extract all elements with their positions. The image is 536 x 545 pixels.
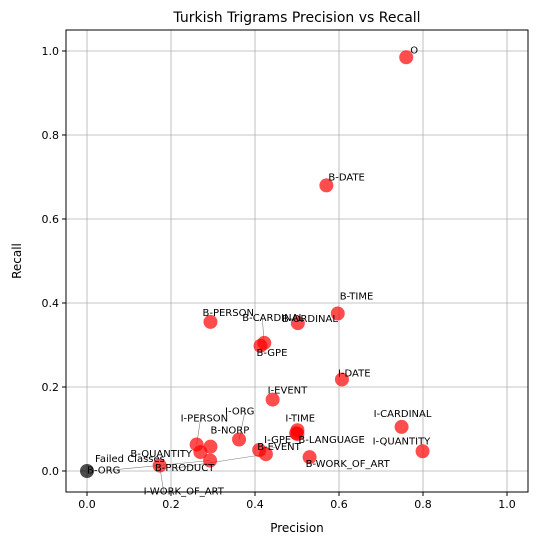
x-tick-label: 0.8 [414, 498, 432, 511]
point-label: I-ORG [225, 407, 254, 418]
x-tick-label: 0.2 [162, 498, 180, 511]
point-label: B-PERSON [202, 308, 253, 319]
point-label: B-EVENT [257, 442, 301, 453]
point-label: B-GPE [256, 348, 287, 359]
data-point [399, 50, 414, 65]
point-label: B-ORG [87, 466, 120, 477]
point-label: B-WORK_OF_ART [306, 459, 391, 470]
data-points [80, 50, 430, 478]
failed-point [80, 464, 94, 478]
point-label: B-NORP [210, 426, 249, 437]
data-point [193, 445, 208, 460]
point-label: O [410, 45, 418, 56]
leader-line [174, 453, 266, 469]
y-tick-label: 0.2 [42, 381, 60, 394]
x-tick-label: 0.0 [78, 498, 96, 511]
failed-label: Failed Classes [95, 454, 165, 465]
data-point [330, 306, 345, 321]
point-label: I-TIME [285, 413, 315, 424]
chart-title: Turkish Trigrams Precision vs Recall [172, 10, 420, 26]
data-point [394, 419, 409, 434]
y-tick-label: 1.0 [42, 45, 60, 58]
data-point [334, 372, 349, 387]
plot-frame [65, 29, 529, 493]
data-point [290, 427, 305, 442]
point-label: I-PERSON [181, 414, 229, 425]
point-label: I-DATE [338, 368, 371, 379]
point-label: B-LANGUAGE [298, 435, 364, 446]
data-point [265, 392, 280, 407]
y-tick-label: 0.0 [42, 465, 60, 478]
point-label: B-PRODUCT [155, 463, 215, 474]
y-tick-label: 0.4 [42, 297, 60, 310]
point-label: B-CARDINAL [242, 313, 304, 324]
data-point [232, 432, 247, 447]
data-point [302, 450, 317, 465]
point-label: B-DATE [328, 172, 364, 183]
y-axis-label: Recall [10, 243, 24, 279]
point-label: I-CARDINAL [374, 409, 432, 420]
y-tick-label: 0.8 [42, 129, 60, 142]
data-point [253, 338, 268, 353]
point-label: I-WORK_OF_ART [144, 487, 225, 498]
data-point [319, 178, 334, 193]
point-label: I-GPE [264, 435, 291, 446]
data-point [203, 453, 218, 468]
point-label: B-QUANTITY [130, 449, 193, 460]
point-label: I-EVENT [268, 386, 309, 397]
data-point [152, 458, 167, 473]
grid-lines [66, 30, 528, 492]
x-tick-label: 0.6 [330, 498, 348, 511]
x-tick-label: 0.4 [246, 498, 264, 511]
x-axis-label: Precision [270, 521, 324, 535]
data-point [203, 314, 218, 329]
point-label: B-ORDINAL [282, 314, 339, 325]
axis-ticks: 0.0 0.2 0.4 0.6 0.8 1.0 0.0 0.2 0.4 0.6 0.8 1.0 [42, 45, 516, 511]
point-label: I-QUANTITY [373, 436, 432, 447]
data-point [258, 447, 273, 462]
x-tick-label: 1.0 [498, 498, 516, 511]
data-point [415, 444, 430, 459]
point-label: B-TIME [340, 292, 374, 303]
y-tick-label: 0.6 [42, 213, 60, 226]
data-point [290, 316, 305, 331]
